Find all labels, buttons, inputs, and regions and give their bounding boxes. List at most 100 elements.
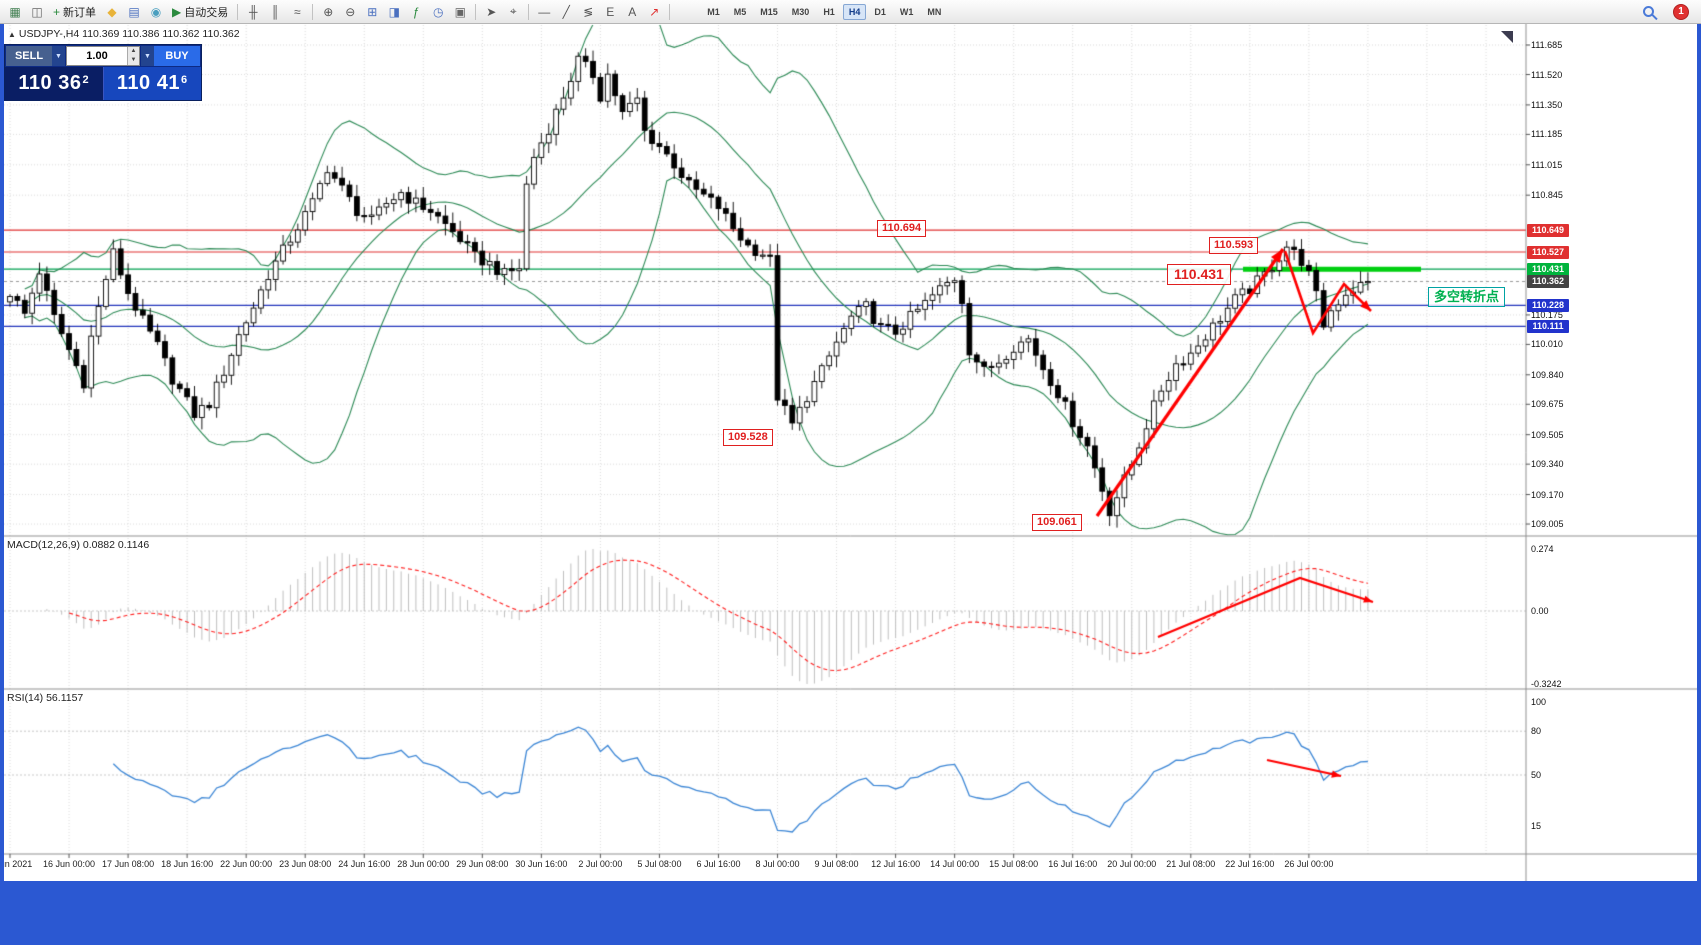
price-tag: 110.111 <box>1527 320 1569 333</box>
buy-button[interactable]: BUY <box>154 46 200 66</box>
toolbar-separator <box>312 3 314 20</box>
time-axis-label: 15 Jul 08:00 <box>989 859 1039 869</box>
time-axis-label: 4 Jun 2021 <box>0 859 33 869</box>
fibonacci-icon[interactable]: ≶ <box>583 4 594 19</box>
time-axis-label: 21 Jul 08:00 <box>1166 859 1216 869</box>
trade-panel-prices: 110 36 2 110 41 6 <box>5 67 201 100</box>
stepper-down-icon[interactable]: ▼ <box>130 57 137 63</box>
price-axis-label: 111.520 <box>1531 69 1563 80</box>
window-frame-right <box>1697 24 1701 945</box>
profiles-icon[interactable]: ◫ <box>31 4 43 19</box>
turning-point-annotation: 多空转折点 <box>1428 287 1506 307</box>
bar-chart-icon[interactable]: ╫ <box>248 4 258 19</box>
chart-ohlc-text: USDJPY-,H4 110.369 110.386 110.362 110.3… <box>18 28 240 40</box>
price-axis-label: 111.185 <box>1531 129 1563 140</box>
time-axis-label: 20 Jul 00:00 <box>1107 859 1157 869</box>
navigator-icon[interactable]: ◉ <box>150 4 162 19</box>
price-axis-label: 111.685 <box>1531 40 1563 51</box>
templates-icon[interactable]: ▣ <box>454 4 466 19</box>
crosshair-icon[interactable]: ⌖ <box>509 4 517 18</box>
chart-shift-marker-icon <box>1501 31 1513 43</box>
cascade-windows-icon[interactable]: ◨ <box>388 4 400 19</box>
macd-axis-label: -0.3242 <box>1531 679 1562 689</box>
chart-symbol-label: ▲ USDJPY-,H4 110.369 110.386 110.362 110.… <box>8 28 240 40</box>
zoom-out-icon[interactable]: ⊖ <box>345 4 356 19</box>
timeframe-button-d1[interactable]: D1 <box>874 6 886 17</box>
text-icon[interactable]: A <box>628 4 637 19</box>
toolbar: ▦ ◫ + 新订单 ◆ ▤ ◉ ▶ 自动交易 ╫ ║ ≈ ⊕ ⊖ ⊞ ◨ ƒ ◷ ▣ ➤ ⌖ — ╱ ≶ E A ↗ M1 M5 M15… <box>0 0 1701 24</box>
cursor-icon[interactable]: ➤ <box>486 4 497 19</box>
price-tag: 110.228 <box>1527 299 1569 312</box>
price-axis-label: 109.840 <box>1531 369 1564 380</box>
terminal-icon[interactable]: ▤ <box>128 4 140 19</box>
search-icon <box>1642 6 1654 17</box>
search-button[interactable] <box>1638 2 1658 22</box>
one-click-trading-panel: SELL ▼ ▲▼ ▼ BUY 110 362 110 416 <box>4 44 202 101</box>
buy-price-pip: 6 <box>180 73 188 86</box>
new-chart-icon[interactable]: ▦ <box>9 4 21 19</box>
time-axis-label: 28 Jun 00:00 <box>397 859 450 869</box>
timeframe-button-m1[interactable]: M1 <box>707 6 720 17</box>
price-axis-label: 109.505 <box>1531 429 1564 440</box>
notification-badge[interactable]: 1 <box>1673 3 1689 20</box>
timeframe-button-mn[interactable]: MN <box>927 6 942 17</box>
macd-axis-label: 0.274 <box>1531 544 1554 554</box>
time-axis-label: 16 Jun 00:00 <box>43 859 96 869</box>
timeframe-button-m15[interactable]: M15 <box>760 6 778 17</box>
toolbar-separator <box>475 3 477 20</box>
time-axis-label: 14 Jul 00:00 <box>930 859 980 869</box>
timeframe-button-w1[interactable]: W1 <box>899 6 914 17</box>
stepper-up-icon[interactable]: ▲ <box>130 48 137 54</box>
lot-size-input[interactable] <box>67 47 127 65</box>
time-axis-label: 16 Jul 16:00 <box>1048 859 1098 869</box>
time-axis-label: 5 Jul 08:00 <box>637 859 682 869</box>
rsi-axis-label: 100 <box>1531 697 1547 707</box>
window-frame-bottom <box>0 881 1701 945</box>
channel-icon[interactable]: E <box>606 4 615 19</box>
autotrading-button[interactable]: ▶ 自动交易 <box>172 4 229 19</box>
timeframe-button-m5[interactable]: M5 <box>733 6 747 17</box>
trendline-icon[interactable]: ╱ <box>562 4 570 19</box>
rsi-axis-label: 50 <box>1531 770 1542 780</box>
buy-price-value: 110 41 <box>116 72 180 94</box>
buy-dropdown-icon[interactable]: ▼ <box>141 46 154 66</box>
arrows-icon[interactable]: ↗ <box>649 4 660 19</box>
zoom-in-icon[interactable]: ⊕ <box>323 4 334 19</box>
indicators-icon[interactable]: ƒ <box>412 4 420 19</box>
rsi-indicator-label: RSI(14) 56.1157 <box>7 692 84 704</box>
macd-axis-label: 0.00 <box>1531 606 1549 616</box>
price-level-annotation: 110.593 <box>1209 237 1259 254</box>
hline-icon[interactable]: — <box>538 4 551 19</box>
lot-stepper[interactable]: ▲ ▼ <box>127 47 139 65</box>
timeframe-button-m30[interactable]: M30 <box>791 6 810 17</box>
toolbar-right: 1 <box>1637 2 1697 22</box>
price-axis-label: 109.675 <box>1531 399 1564 410</box>
time-axis-label: 6 Jul 16:00 <box>696 859 741 869</box>
time-axis-label: 24 Jun 16:00 <box>338 859 391 869</box>
price-axis-label: 109.005 <box>1531 519 1564 530</box>
price-axis-label: 111.015 <box>1531 159 1563 170</box>
line-chart-icon[interactable]: ≈ <box>293 4 301 19</box>
metaeditor-icon[interactable]: ◆ <box>107 4 117 19</box>
buy-price[interactable]: 110 41 6 <box>103 67 201 100</box>
sell-button[interactable]: SELL <box>6 46 52 66</box>
price-tag: 110.362 <box>1527 275 1569 288</box>
price-tag: 110.431 <box>1527 263 1569 276</box>
candlestick-icon[interactable]: ║ <box>270 4 280 19</box>
rsi-axis-label: 15 <box>1531 821 1542 832</box>
timeframe-button-h4[interactable]: H4 <box>842 3 867 20</box>
new-order-button[interactable]: + 新订单 <box>53 4 97 19</box>
periods-icon[interactable]: ◷ <box>433 4 444 19</box>
window-frame-left <box>0 24 4 945</box>
sell-price[interactable]: 110 36 2 <box>5 67 104 100</box>
time-axis-label: 22 Jun 00:00 <box>220 859 273 869</box>
time-axis-label: 9 Jul 08:00 <box>814 859 859 869</box>
price-axis-label: 109.170 <box>1531 489 1564 500</box>
toolbar-separator <box>237 3 239 20</box>
tile-windows-icon[interactable]: ⊞ <box>367 4 378 19</box>
price-level-annotation: 109.528 <box>723 429 773 446</box>
sell-dropdown-icon[interactable]: ▼ <box>52 46 65 66</box>
timeframe-button-h1[interactable]: H1 <box>823 6 835 17</box>
